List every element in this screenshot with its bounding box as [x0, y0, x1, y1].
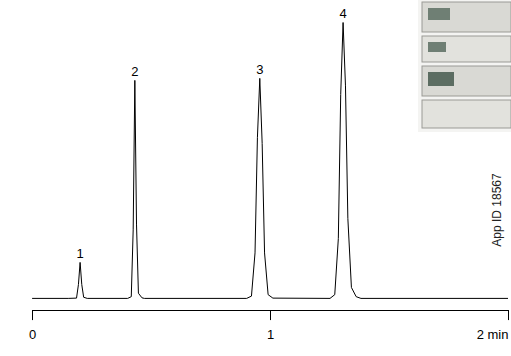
- svg-text:2 min: 2 min: [477, 327, 509, 342]
- svg-text:2: 2: [131, 64, 138, 79]
- html-text:App ID 18567: App ID 18567: [490, 173, 504, 247]
- svg-text:0: 0: [29, 327, 36, 342]
- svg-text:1: 1: [76, 246, 83, 261]
- svg-text:3: 3: [256, 62, 263, 77]
- svg-text:1: 1: [267, 327, 274, 342]
- svg-text:4: 4: [339, 6, 346, 21]
